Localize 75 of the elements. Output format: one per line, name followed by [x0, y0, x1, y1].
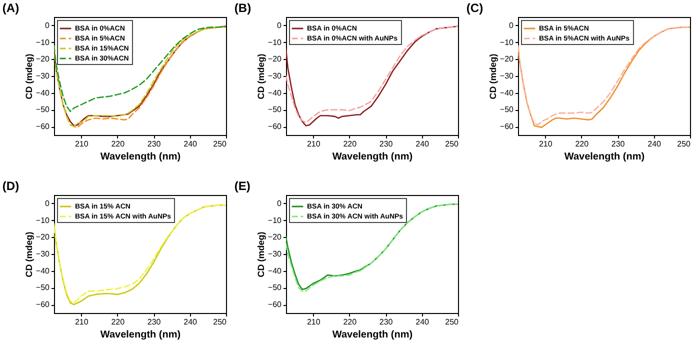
y-tick-label: −10: [268, 38, 282, 47]
y-axis-title: CD (mdeg): [488, 54, 498, 100]
y-tick-label: −20: [500, 54, 514, 64]
x-tick-label: 230: [147, 140, 162, 148]
y-tick-label: −20: [36, 232, 50, 242]
x-tick-label: 210: [74, 140, 89, 148]
x-axis-title: Wavelength (nm): [100, 330, 181, 340]
x-tick-label: 230: [379, 318, 394, 326]
x-tick-label: 250: [677, 140, 692, 148]
x-tick-label: 220: [111, 140, 126, 148]
x-tick-label: 220: [343, 318, 358, 326]
x-tick-label: 250: [445, 318, 460, 326]
y-tick-label: −20: [36, 54, 50, 64]
y-tick-label: −40: [268, 88, 282, 98]
x-tick-label: 220: [343, 140, 358, 148]
y-axis-title: CD (mdeg): [24, 232, 34, 278]
x-tick-label: 220: [575, 140, 590, 148]
x-tick-label: 230: [379, 140, 394, 148]
x-tick-label: 220: [111, 318, 126, 326]
x-tick-label: 230: [147, 318, 162, 326]
y-tick-label: 0: [509, 20, 514, 30]
y-axis-title: CD (mdeg): [24, 54, 34, 100]
x-axis-title: Wavelength (nm): [100, 152, 181, 162]
x-tick-label: 240: [184, 140, 198, 148]
x-tick-label: 240: [416, 318, 430, 326]
y-tick-label: −50: [36, 105, 50, 114]
y-tick-label: −40: [36, 88, 50, 98]
y-tick-label: −10: [36, 216, 50, 225]
y-tick-label: −50: [268, 105, 282, 114]
y-tick-label: −50: [268, 283, 282, 292]
x-tick-label: 210: [74, 318, 89, 326]
y-tick-label: −30: [36, 250, 50, 258]
y-tick-label: −60: [36, 122, 50, 132]
x-axis-title: Wavelength (nm): [332, 152, 413, 162]
x-tick-label: 210: [306, 140, 321, 148]
y-tick-label: −50: [500, 105, 514, 114]
x-tick-label: 230: [611, 140, 626, 148]
y-tick-label: −60: [36, 300, 50, 310]
y-tick-label: −40: [36, 266, 50, 276]
x-axis-title: Wavelength (nm): [564, 152, 645, 162]
x-tick-label: 250: [445, 140, 460, 148]
chart-title: (D): [2, 179, 20, 193]
x-tick-label: 210: [538, 140, 553, 148]
y-tick-label: −30: [268, 72, 282, 80]
y-tick-label: −10: [268, 216, 282, 225]
y-tick-label: −20: [268, 54, 282, 64]
chart-title: (B): [234, 1, 252, 15]
y-tick-label: −10: [36, 38, 50, 47]
y-tick-label: −20: [268, 232, 282, 242]
x-tick-label: 210: [306, 318, 321, 326]
y-tick-label: −40: [268, 266, 282, 276]
chart-title: (C): [466, 1, 484, 15]
chart-title: (A): [2, 1, 20, 15]
y-tick-label: −10: [500, 38, 514, 47]
y-tick-label: −30: [268, 250, 282, 258]
x-axis-title: Wavelength (nm): [332, 330, 413, 340]
y-tick-label: −40: [500, 88, 514, 98]
x-tick-label: 240: [648, 140, 662, 148]
x-tick-label: 250: [213, 318, 228, 326]
y-axis-title: CD (mdeg): [256, 54, 266, 100]
y-tick-label: −60: [268, 300, 282, 310]
y-tick-label: −30: [36, 72, 50, 80]
y-tick-label: 0: [45, 198, 50, 208]
x-tick-label: 250: [213, 140, 228, 148]
y-tick-label: −60: [268, 122, 282, 132]
y-tick-label: 0: [277, 20, 282, 30]
y-tick-label: −50: [36, 283, 50, 292]
y-tick-label: 0: [45, 20, 50, 30]
x-tick-label: 240: [416, 140, 430, 148]
y-axis-title: CD (mdeg): [256, 232, 266, 278]
x-tick-label: 240: [184, 318, 198, 326]
chart-title: (E): [234, 179, 250, 193]
y-tick-label: 0: [277, 198, 282, 208]
y-tick-label: −60: [500, 122, 514, 132]
y-tick-label: −30: [500, 72, 514, 80]
